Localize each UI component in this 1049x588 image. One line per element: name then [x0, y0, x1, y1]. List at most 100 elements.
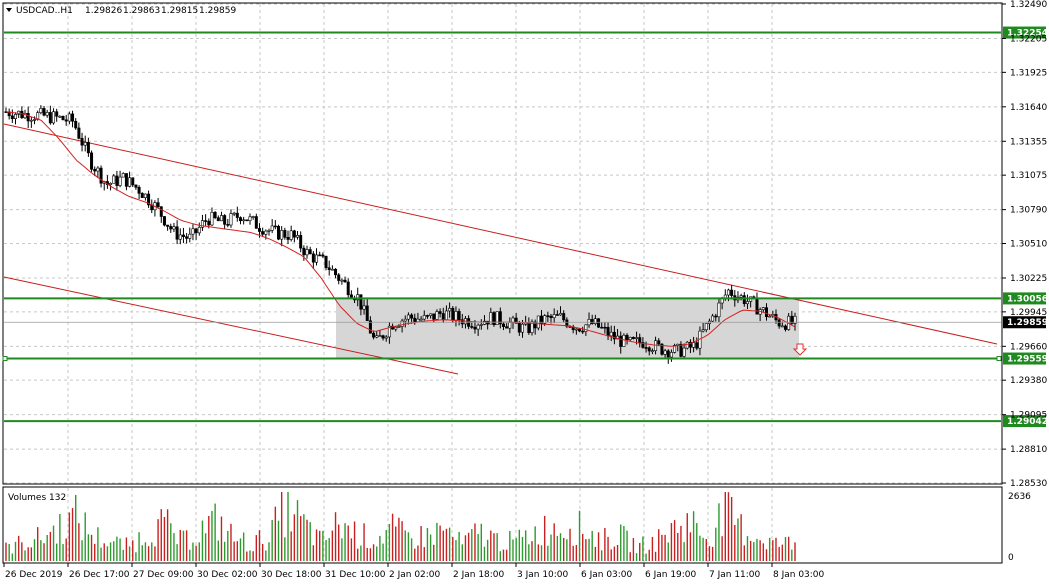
candle-body [644, 347, 648, 349]
candle-body [514, 317, 518, 324]
time-tick-label: 30 Dec 18:00 [261, 570, 322, 580]
price-tick-label: 1.32490 [1010, 0, 1047, 10]
candle-body [52, 111, 56, 124]
candle-body [368, 320, 372, 334]
candle-body [64, 119, 68, 122]
candle-body [121, 173, 125, 178]
axes: 1.32490 1.32205 1.31925 1.31640 1.31355 1.310… [3, 0, 1047, 580]
level-price-label: 1.29042 [1007, 417, 1048, 427]
candle-body [289, 230, 293, 240]
candle-body [280, 230, 284, 240]
time-tick-label: 27 Dec 09:00 [133, 570, 194, 580]
candle-body [473, 326, 477, 330]
candle-body [235, 212, 239, 218]
candle-body [39, 108, 43, 113]
candle-body [549, 315, 553, 318]
candle-body [251, 216, 255, 218]
candle-body [673, 345, 677, 353]
candle-body [688, 341, 692, 348]
candle-body [742, 295, 746, 305]
candle-body [635, 337, 639, 339]
candle-body [169, 226, 173, 230]
candle-body [115, 175, 119, 186]
candle-body [612, 331, 616, 340]
chart-header[interactable]: USDCAD..H1 1.29826 1.29863 1.29815 1.298… [6, 6, 236, 16]
candle-body [410, 314, 414, 319]
time-tick-label: 6 Jan 19:00 [645, 570, 697, 580]
candle-body [372, 332, 376, 338]
candle-body [109, 182, 113, 185]
level-price-label: 1.30056 [1007, 294, 1048, 304]
candle-body [340, 279, 344, 282]
candle-body [80, 138, 84, 146]
candle-body [257, 228, 261, 232]
candle-body [42, 108, 46, 116]
candle-body [270, 225, 274, 231]
candle-body [723, 294, 727, 299]
candle-body [99, 167, 103, 184]
candle-body [330, 268, 334, 271]
candle-body [197, 226, 201, 234]
level-price-tag [1003, 352, 1046, 365]
candle-body [264, 230, 268, 235]
candle-body [647, 347, 651, 352]
header-symbol: USDCAD..H1 [16, 6, 73, 16]
candle-body [780, 325, 784, 328]
header-high: 1.29863 [123, 6, 160, 16]
candle-body [381, 335, 385, 339]
candle-body [362, 305, 366, 310]
candle-body [495, 311, 499, 325]
time-tick-label: 26 Dec 2019 [5, 570, 63, 580]
candle-body [384, 336, 388, 339]
candle-body [783, 325, 787, 330]
candle-body [299, 235, 303, 249]
candle-body [508, 322, 512, 329]
candle-body [178, 234, 182, 240]
candle-body [704, 323, 708, 331]
candle-body [112, 175, 116, 184]
candle-body [429, 313, 433, 316]
level-anchor-right [996, 356, 1002, 362]
candle-body [454, 311, 458, 321]
candle-body [71, 113, 75, 122]
candle-body [185, 236, 189, 239]
candle-body [137, 186, 141, 194]
candle-body [61, 115, 65, 121]
volume-panel-frame[interactable] [2, 486, 1003, 564]
candle-body [397, 326, 401, 328]
triangle-down-icon[interactable] [6, 8, 12, 12]
candle-body [200, 220, 204, 228]
candle-body [207, 220, 211, 226]
candle-body [505, 326, 509, 329]
candle-body [58, 115, 62, 118]
candle-body [606, 327, 610, 337]
candle-body [226, 224, 230, 226]
candle-body [134, 184, 138, 188]
candle-body [663, 350, 667, 355]
candle-body [48, 112, 52, 124]
candle-body [745, 301, 749, 305]
candle-body [223, 215, 227, 225]
candle-body [74, 120, 78, 129]
candle-body [67, 113, 71, 122]
candle-body [482, 320, 486, 325]
candle-body [334, 268, 338, 276]
level-price-tag [1003, 292, 1046, 305]
candle-body [609, 331, 613, 337]
candle-body [660, 343, 664, 355]
candle-body [679, 343, 683, 357]
candle-body [83, 142, 87, 146]
candle-body [245, 219, 249, 222]
candle-body [23, 113, 27, 119]
price-tick-label: 1.29380 [1010, 376, 1047, 386]
candle-body [451, 307, 455, 321]
candle-body [619, 335, 623, 347]
candle-body [238, 217, 242, 222]
candle-body [755, 297, 759, 315]
time-tick-label: 26 Dec 17:00 [69, 570, 130, 580]
candle-body [600, 326, 604, 329]
candle-body [695, 342, 699, 349]
candle-body [283, 230, 287, 238]
